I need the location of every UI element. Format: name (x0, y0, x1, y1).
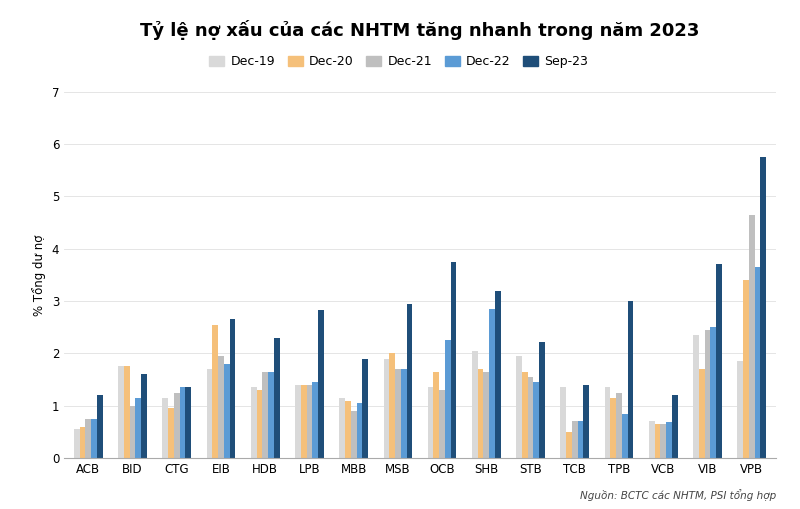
Bar (135, 398, 141, 458)
Bar (312, 382, 318, 458)
Bar (80, 427, 86, 458)
Bar (583, 385, 589, 458)
Bar (251, 387, 257, 458)
Bar (534, 382, 539, 458)
Bar (628, 301, 634, 458)
Bar (472, 351, 478, 458)
Bar (710, 327, 716, 458)
Bar (716, 264, 722, 458)
Bar (357, 403, 362, 458)
Bar (97, 395, 102, 458)
Bar (345, 401, 350, 458)
Bar (666, 422, 672, 458)
Bar (439, 390, 445, 458)
Bar (130, 406, 135, 458)
Bar (86, 419, 91, 458)
Bar (118, 366, 124, 458)
Bar (754, 267, 760, 458)
Title: Tỷ lệ nợ xấu của các NHTM tăng nhanh trong năm 2023: Tỷ lệ nợ xấu của các NHTM tăng nhanh tro… (140, 20, 700, 40)
Bar (206, 369, 212, 458)
Bar (339, 398, 345, 458)
Bar (218, 356, 224, 458)
Bar (445, 341, 450, 458)
Bar (539, 342, 545, 458)
Bar (318, 310, 324, 458)
Bar (180, 387, 186, 458)
Bar (168, 408, 174, 458)
Bar (693, 335, 699, 458)
Bar (434, 372, 439, 458)
Bar (230, 319, 235, 458)
Bar (383, 359, 390, 458)
Bar (390, 353, 395, 458)
Bar (738, 361, 743, 458)
Bar (124, 366, 130, 458)
Bar (528, 377, 534, 458)
Bar (605, 387, 610, 458)
Bar (162, 398, 168, 458)
Bar (395, 369, 401, 458)
Bar (74, 429, 80, 458)
Bar (749, 215, 754, 458)
Bar (699, 369, 705, 458)
Bar (257, 390, 262, 458)
Bar (578, 421, 583, 458)
Bar (274, 337, 279, 458)
Bar (478, 369, 483, 458)
Y-axis label: % Tổng dư nợ: % Tổng dư nợ (32, 234, 46, 316)
Bar (295, 385, 301, 458)
Bar (401, 369, 406, 458)
Text: Nguồn: BCTC các NHTM, PSI tổng hợp: Nguồn: BCTC các NHTM, PSI tổng hợp (580, 490, 776, 501)
Bar (561, 387, 566, 458)
Bar (522, 372, 528, 458)
Bar (483, 372, 490, 458)
Bar (610, 398, 616, 458)
Legend: Dec-19, Dec-20, Dec-21, Dec-22, Sep-23: Dec-19, Dec-20, Dec-21, Dec-22, Sep-23 (204, 50, 593, 73)
Bar (566, 432, 572, 458)
Bar (301, 385, 306, 458)
Bar (490, 309, 495, 458)
Bar (450, 262, 457, 458)
Bar (212, 325, 218, 458)
Bar (91, 419, 97, 458)
Bar (649, 421, 654, 458)
Bar (186, 387, 191, 458)
Bar (760, 157, 766, 458)
Bar (350, 411, 357, 458)
Bar (616, 392, 622, 458)
Bar (224, 364, 230, 458)
Bar (654, 424, 660, 458)
Bar (622, 414, 628, 458)
Bar (268, 372, 274, 458)
Bar (262, 372, 268, 458)
Bar (660, 424, 666, 458)
Bar (141, 374, 147, 458)
Bar (306, 385, 312, 458)
Bar (174, 392, 180, 458)
Bar (572, 421, 578, 458)
Bar (705, 330, 710, 458)
Bar (406, 304, 412, 458)
Bar (495, 291, 501, 458)
Bar (743, 280, 749, 458)
Bar (428, 387, 434, 458)
Bar (672, 395, 678, 458)
Bar (516, 356, 522, 458)
Bar (362, 359, 368, 458)
